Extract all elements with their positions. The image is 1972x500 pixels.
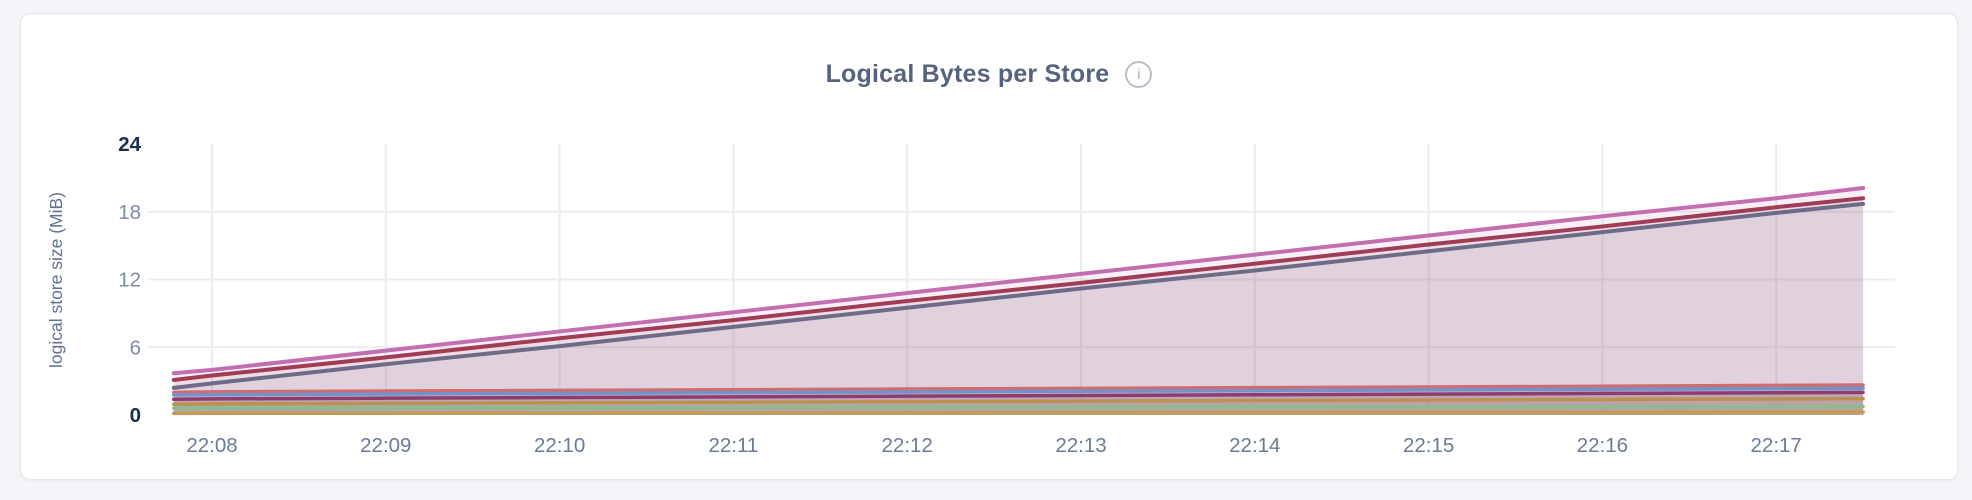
x-tick-label: 22:12 (882, 434, 933, 457)
info-icon[interactable]: i (1125, 61, 1153, 88)
y-tick-label: 0 (130, 404, 141, 427)
series-5-line (172, 386, 1865, 397)
x-tick-label: 22:11 (709, 434, 759, 457)
series-9-line (172, 410, 1865, 416)
y-tick-label: 12 (118, 269, 141, 292)
series-8-line (172, 404, 1865, 410)
series-1-line (171, 186, 1866, 376)
series-6-line (172, 390, 1865, 401)
chart-header: Logical Bytes per Store i (21, 60, 1957, 89)
x-tick-label: 22:10 (534, 434, 585, 457)
y-tick-label: 24 (118, 133, 141, 156)
x-tick-label: 22:14 (1229, 434, 1280, 457)
x-tick-label: 22:08 (186, 434, 237, 457)
y-axis-title: logical store size (MiB) (46, 192, 66, 368)
series-2-line (171, 196, 1866, 382)
series-2-area (173, 198, 1864, 415)
y-tick-label: 18 (118, 201, 141, 224)
series-3-line (171, 201, 1866, 390)
chart-title: Logical Bytes per Store (825, 60, 1110, 88)
series-3-area (173, 203, 1864, 415)
x-tick-label: 22:13 (1055, 434, 1106, 457)
x-tick-label: 22:09 (360, 434, 411, 457)
x-tick-label: 22:15 (1403, 434, 1454, 457)
series-4-line (172, 383, 1865, 395)
series-7-line (172, 396, 1865, 407)
x-tick-label: 22:17 (1751, 434, 1802, 457)
y-tick-label: 6 (130, 336, 141, 359)
x-tick-label: 22:16 (1577, 434, 1628, 457)
